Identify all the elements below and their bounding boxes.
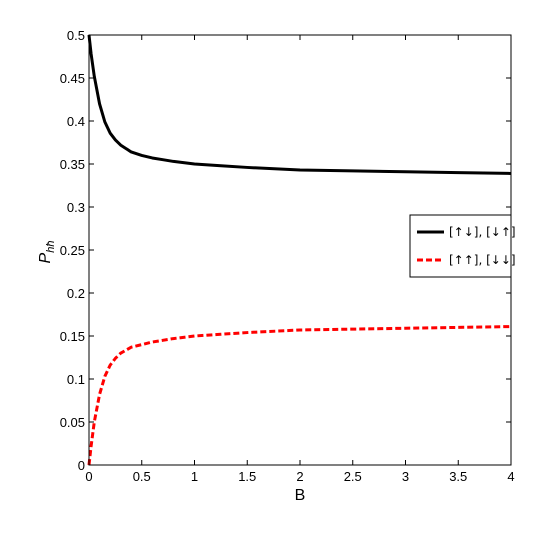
y-axis-label-main: P — [37, 252, 54, 263]
x-axis-label: B — [295, 487, 306, 504]
ticks-layer: 0 0.5 1 1.5 2 2.5 3 3.5 4 0 0.05 0.1 0.15 0.2 0.25 0.3 0… — [60, 28, 515, 484]
y-tick-label: 0.4 — [67, 114, 85, 129]
y-tick-label: 0 — [78, 458, 85, 473]
series-line-2 — [87, 325, 512, 466]
y-tick-label: 0.35 — [60, 157, 85, 172]
y-tick-label: 0.15 — [60, 329, 85, 344]
x-tick-label: 1 — [191, 469, 198, 484]
x-tick-label: 0.5 — [133, 469, 151, 484]
legend-box — [409, 214, 512, 278]
legend-label-series-2: [↑↑], [↓↓] — [449, 253, 516, 267]
y-tick-label: 0.05 — [60, 415, 85, 430]
y-tick-label: 0.45 — [60, 71, 85, 86]
y-axis-label-sub: hħ — [45, 241, 57, 253]
series-layer — [87, 34, 512, 466]
x-tick-label: 1.5 — [238, 469, 256, 484]
legend-label-series-1: [↑↓], [↓↑] — [449, 225, 516, 239]
x-tick-label: 3 — [402, 469, 409, 484]
legend: [↑↓], [↓↑] [↑↑], [↓↓] — [409, 214, 516, 278]
y-tick-label: 0.5 — [67, 28, 85, 43]
x-tick-label: 2.5 — [344, 469, 362, 484]
y-tick-label: 0.3 — [67, 200, 85, 215]
series-line-1 — [87, 34, 512, 175]
x-tick-label: 4 — [507, 469, 514, 484]
x-tick-label: 0 — [85, 469, 92, 484]
y-tick-label: 0.25 — [60, 243, 85, 258]
x-tick-label: 2 — [296, 469, 303, 484]
y-tick-label: 0.2 — [67, 286, 85, 301]
y-tick-label: 0.1 — [67, 372, 85, 387]
y-axis-label: Phħ — [37, 241, 57, 264]
x-tick-label: 3.5 — [449, 469, 467, 484]
